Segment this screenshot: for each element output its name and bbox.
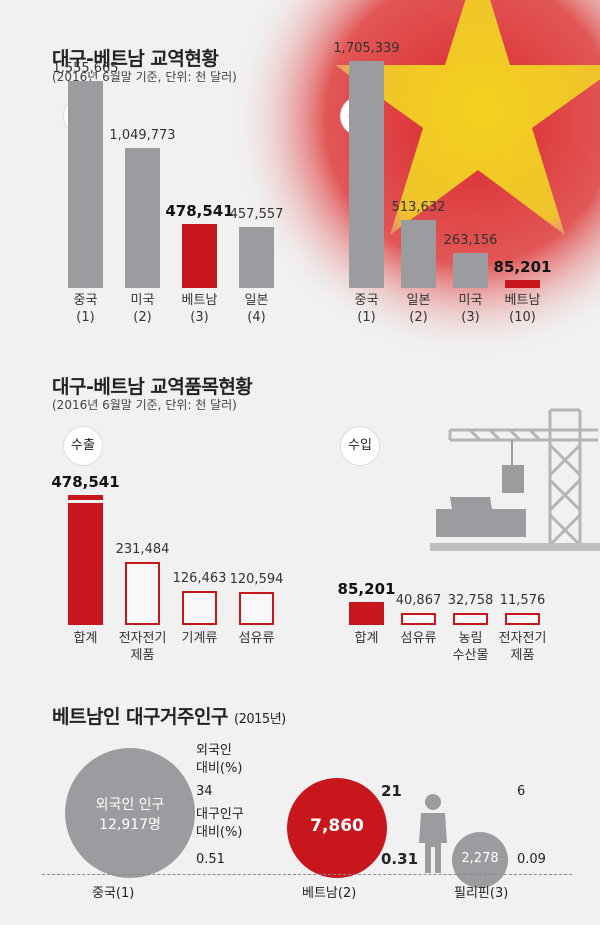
category-label-2: 전자전기 제품	[118, 631, 167, 663]
goods-export-badge: 수출	[63, 426, 103, 466]
person-icon	[419, 794, 447, 873]
crane-decoration	[430, 408, 600, 551]
daegu-ratio-label: 대구인구 대비(%)	[196, 807, 244, 840]
bar-2	[401, 219, 436, 288]
bar-3	[182, 224, 217, 288]
vietnam-daegu-ratio: 0.31	[381, 850, 419, 868]
china-population-label: 외국인 인구 12,917명	[95, 797, 165, 833]
china-population-bubble	[65, 748, 195, 878]
bar-2	[125, 562, 160, 625]
philippines-population-label: 2,278	[461, 851, 499, 866]
vietnam-population-label: 7,860	[310, 816, 364, 836]
bar-1	[68, 80, 103, 288]
bar-4	[239, 592, 274, 625]
category-label-4: 섬유류	[238, 631, 275, 646]
category-label-1: 중국 (1)	[354, 293, 379, 325]
category-label-4: 전자전기 제품	[498, 631, 547, 663]
bar-4	[505, 613, 540, 625]
category-label-3: 베트남 (3)	[181, 293, 218, 325]
value-label-3: 32,758	[447, 593, 494, 608]
bar-2	[401, 613, 436, 625]
vietnam-foreign-ratio: 21	[381, 782, 402, 800]
category-label-2: 일본 (2)	[406, 293, 431, 325]
value-label-4: 85,201	[493, 258, 552, 276]
china-daegu-ratio: 0.51	[196, 852, 225, 867]
value-label-4: 457,557	[229, 206, 284, 222]
category-label-4: 베트남 (10)	[504, 293, 541, 325]
value-label-1: 1,705,339	[333, 40, 400, 56]
vietnam-label: 베트남(2)	[302, 886, 357, 901]
bar-1	[68, 495, 103, 625]
category-label-3: 기계류	[181, 631, 218, 646]
value-label-1: 478,541	[51, 473, 120, 492]
vietnam-population-bubble	[287, 778, 387, 878]
value-label-4: 120,594	[229, 572, 284, 588]
category-label-1: 중국 (1)	[73, 293, 98, 325]
philippines-population-bubble	[452, 832, 508, 888]
bar-stripe	[68, 500, 103, 504]
goods-import-badge: 수입	[340, 426, 380, 466]
philippines-label: 필리핀(3)	[454, 886, 509, 901]
china-label: 중국(1)	[92, 886, 135, 901]
bar-3	[453, 252, 488, 288]
bar-2	[125, 148, 160, 288]
residents-title: 베트남인 대구거주인구 (2015년)	[52, 702, 286, 729]
category-label-1: 합계	[73, 631, 98, 646]
category-label-1: 합계	[354, 631, 379, 646]
philippines-foreign-ratio: 6	[517, 784, 526, 799]
value-label-3: 263,156	[443, 232, 498, 248]
residents-year: (2015년)	[234, 712, 286, 727]
bar-1	[349, 60, 384, 288]
goods-title: 대구-베트남 교역품목현황	[52, 376, 253, 398]
residents-title-text: 베트남인 대구거주인구	[52, 706, 228, 728]
trade-title: 대구-베트남 교역현황	[52, 48, 219, 70]
baseline-dashed	[42, 874, 572, 875]
bar-4	[239, 226, 274, 288]
value-label-3: 126,463	[172, 570, 227, 586]
trade-subtitle: (2016년 6월말 기준, 단위: 천 달러)	[52, 70, 237, 84]
bar-1	[349, 601, 384, 625]
value-label-1: 1,555,665	[52, 60, 119, 76]
value-label-2: 1,049,773	[109, 128, 176, 144]
foreign-ratio-label: 외국인 대비(%)	[196, 743, 243, 776]
value-label-4: 11,576	[499, 593, 546, 608]
value-label-1: 85,201	[337, 579, 396, 598]
bar-4	[505, 280, 540, 288]
goods-subtitle: (2016년 6월말 기준, 단위: 천 달러)	[52, 398, 237, 412]
bar-3	[453, 613, 488, 625]
value-label-2: 513,632	[391, 199, 446, 215]
category-label-3: 미국 (3)	[458, 293, 483, 325]
china-foreign-ratio: 34	[196, 784, 213, 799]
philippines-daegu-ratio: 0.09	[517, 852, 546, 867]
value-label-3: 478,541	[165, 202, 234, 221]
category-label-4: 일본 (4)	[244, 293, 269, 325]
category-label-2: 미국 (2)	[130, 293, 155, 325]
bar-3	[182, 590, 217, 625]
value-label-2: 231,484	[115, 542, 170, 558]
category-label-2: 섬유류	[400, 631, 437, 646]
value-label-2: 40,867	[395, 593, 442, 608]
category-label-3: 농림 수산물	[452, 631, 489, 663]
